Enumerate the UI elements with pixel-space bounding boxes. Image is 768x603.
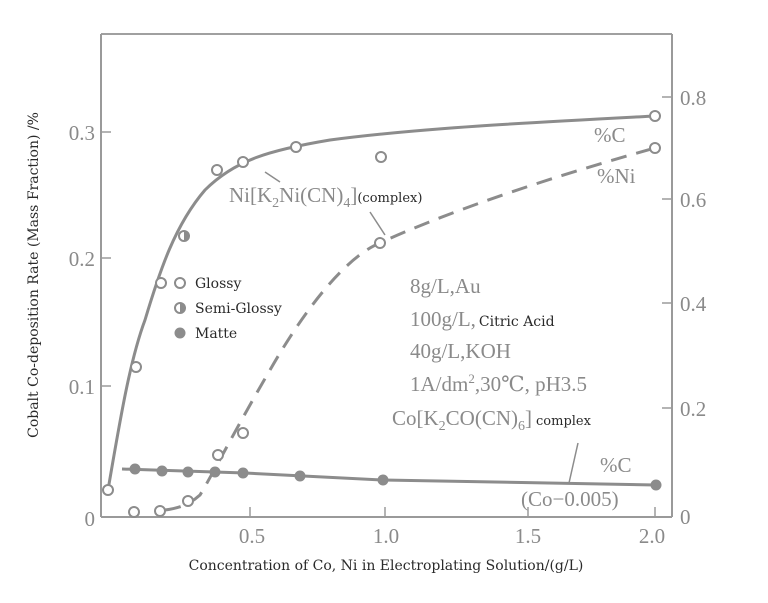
condition-koh: 40g/L,KOH	[410, 339, 511, 363]
semi-glossy-fill	[184, 231, 189, 241]
matte-marker	[209, 466, 221, 478]
ni-complex-label: Ni[K2Ni(CN)4](complex)	[229, 183, 422, 211]
glossy-marker	[375, 151, 387, 163]
right-tick-0: 0	[680, 505, 691, 529]
glossy-marker	[649, 110, 661, 122]
glossy-marker	[128, 506, 140, 518]
x-tick-0.5: 0.5	[239, 524, 265, 548]
legend-semi-glossy-label: Semi-Glossy	[195, 301, 282, 317]
x-tick-1.5: 1.5	[515, 524, 541, 548]
left-tick-0: 0	[85, 507, 96, 531]
conditions-block: 8g/L,Au 100g/L, Citric Acid 40g/L,KOH 1A/…	[392, 274, 592, 434]
legend-glossy-label: Glossy	[195, 276, 241, 292]
matte-marker	[650, 479, 662, 491]
upper-ni-label: %Ni	[597, 164, 636, 188]
ni-markers	[128, 142, 661, 518]
ni-label-leader-2	[369, 211, 386, 236]
matte-marker	[182, 466, 194, 478]
matte-marker	[237, 467, 249, 479]
glossy-marker	[237, 156, 249, 168]
lower-c-label: %C	[600, 453, 632, 477]
left-tick-0.2: 0.2	[69, 247, 95, 271]
co-complex-label: Co[K2CO(CN)6] complex	[392, 406, 592, 434]
x-tick-2.0: 2.0	[639, 524, 665, 548]
lower-co-label: (Co−0.005)	[521, 487, 619, 511]
condition-citric: 100g/L, Citric Acid	[410, 307, 555, 331]
co-label-leader	[568, 442, 579, 484]
glossy-marker	[154, 505, 166, 517]
legend-matte-icon	[174, 327, 186, 339]
left-tick-0.3: 0.3	[69, 121, 95, 145]
right-tick-0.4: 0.4	[680, 292, 707, 316]
matte-marker	[294, 470, 306, 482]
upper-c-markers	[102, 110, 661, 496]
glossy-marker	[212, 449, 224, 461]
left-y-axis: 0.3 0.2 0.1 0	[69, 121, 111, 531]
right-tick-0.6: 0.6	[680, 188, 706, 212]
series-upper-c-curve	[106, 114, 656, 491]
glossy-marker	[211, 164, 223, 176]
condition-current: 1A/dm2,30℃, pH3.5	[410, 371, 587, 396]
legend-semi-glossy-fill	[180, 303, 185, 313]
glossy-marker	[237, 427, 249, 439]
matte-markers	[129, 463, 662, 491]
upper-c-label: %C	[594, 123, 626, 147]
series-ni-dashed-curve	[164, 146, 656, 512]
glossy-marker	[155, 277, 167, 289]
plot-frame	[100, 33, 673, 518]
condition-au: 8g/L,Au	[410, 274, 481, 298]
x-axis-title: Concentration of Co, Ni in Electroplatin…	[189, 558, 584, 574]
right-y-axis: 0.8 0.6 0.4 0.2 0	[662, 86, 707, 529]
matte-marker	[156, 465, 168, 477]
glossy-marker	[649, 142, 661, 154]
y-axis-title: Cobalt Co-deposition Rate (Mass Fraction…	[26, 112, 42, 438]
glossy-marker	[130, 361, 142, 373]
legend-matte-label: Matte	[195, 326, 237, 342]
glossy-marker	[102, 484, 114, 496]
right-tick-0.2: 0.2	[680, 397, 706, 421]
legend: Glossy Semi-Glossy Matte	[174, 276, 282, 342]
semi-glossy-marker	[182, 495, 194, 507]
glossy-marker	[290, 141, 302, 153]
right-tick-0.8: 0.8	[680, 86, 706, 110]
series-lower-c-line	[121, 467, 657, 487]
left-tick-0.1: 0.1	[69, 375, 95, 399]
ni-label-leader-1	[264, 171, 281, 183]
x-axis: 0.5 1.0 1.5 2.0	[239, 507, 665, 548]
legend-glossy-icon	[174, 277, 186, 289]
matte-marker	[129, 463, 141, 475]
x-tick-1.0: 1.0	[373, 524, 399, 548]
matte-marker	[377, 474, 389, 486]
semi-glossy-marker	[374, 237, 386, 249]
